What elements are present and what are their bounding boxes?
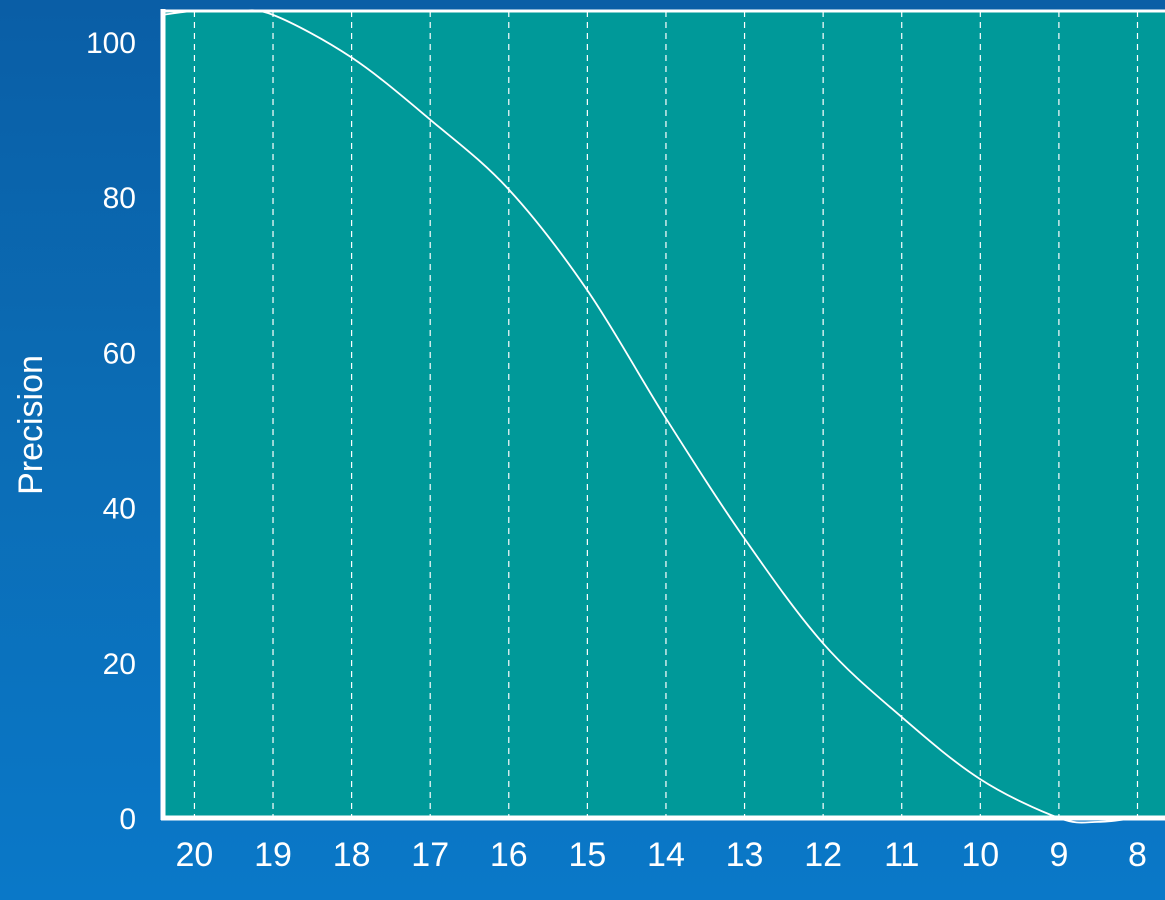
y-tick-label-0: 0 (119, 803, 136, 836)
x-tick-label-13: 13 (726, 836, 764, 874)
x-tick-label-14: 14 (647, 836, 685, 874)
series-layer (162, 9, 1165, 824)
series-line-0 (162, 9, 1165, 824)
x-tick-label-19: 19 (254, 836, 292, 874)
y-tick-label-20: 20 (103, 648, 136, 681)
y-tick-label-60: 60 (103, 337, 136, 370)
x-tick-label-16: 16 (490, 836, 528, 874)
y-tick-label-40: 40 (103, 493, 136, 526)
y-tick-label-80: 80 (103, 182, 136, 215)
x-tick-label-9: 9 (1049, 836, 1068, 874)
x-tick-label-12: 12 (804, 836, 842, 874)
y-tick-labels: 0 20 40 60 80 100 (86, 27, 136, 836)
x-tick-label-8: 8 (1128, 836, 1147, 874)
y-axis-title: Precision (12, 355, 50, 495)
x-tick-label-17: 17 (411, 836, 449, 874)
x-tick-labels: 20 19 18 17 16 15 14 13 12 11 10 9 8 (176, 836, 1147, 874)
x-tick-label-10: 10 (961, 836, 999, 874)
gridlines (193, 11, 1139, 818)
axes (160, 9, 1165, 821)
x-tick-label-11: 11 (884, 836, 919, 874)
x-tick-label-18: 18 (333, 836, 371, 874)
y-tick-label-100: 100 (86, 27, 136, 60)
x-tick-label-20: 20 (176, 836, 214, 874)
x-tick-label-15: 15 (568, 836, 606, 874)
